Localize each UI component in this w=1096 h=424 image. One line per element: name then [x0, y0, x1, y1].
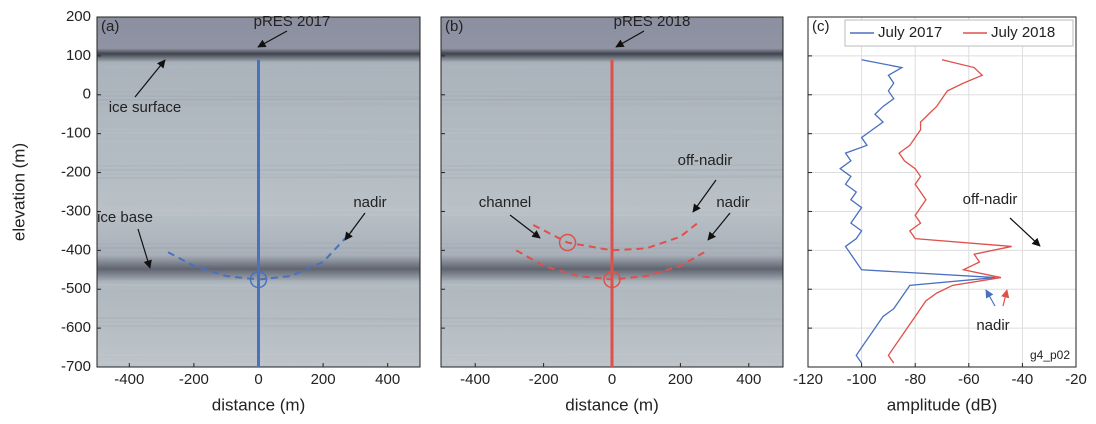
annotation-arrow: [509, 214, 541, 239]
y-tick-label: -300: [61, 202, 91, 219]
y-tick-label: -200: [61, 164, 91, 181]
y-tick-label: -400: [61, 241, 91, 258]
annotation-arrow: [134, 59, 166, 98]
legend-label: July 2017: [878, 24, 942, 41]
amplitude-profile: [839, 59, 996, 364]
panel-label: (a): [101, 18, 119, 35]
y-tick-label: 200: [66, 8, 91, 25]
annotation: ice surface: [109, 99, 182, 116]
x-tick-label: -120: [793, 371, 823, 388]
x-tick-label: -200: [179, 371, 209, 388]
annotation: ice base: [97, 209, 153, 226]
x-tick-label: -40: [1012, 371, 1034, 388]
x-tick-label: 0: [608, 371, 616, 388]
x-tick-label: 200: [668, 371, 693, 388]
x-tick-label: -20: [1065, 371, 1087, 388]
x-tick-label: 0: [254, 371, 262, 388]
x-axis-label: distance (m): [212, 395, 306, 414]
panel-label: (b): [445, 18, 463, 35]
y-tick-label: -100: [61, 125, 91, 142]
y-tick-label: 0: [83, 86, 91, 103]
x-axis-label: distance (m): [565, 395, 659, 414]
y-tick-label: 100: [66, 47, 91, 64]
hyperbola: [515, 249, 709, 281]
annotation: nadir: [716, 194, 749, 211]
annotation-arrow: [692, 179, 717, 213]
annotation: channel: [479, 194, 532, 211]
annotation-arrow: [1001, 289, 1010, 307]
annotation: pRES 2018: [614, 13, 691, 30]
annotation-arrow: [1009, 217, 1041, 247]
annotation: off-nadir: [963, 191, 1018, 208]
x-tick-label: -400: [114, 371, 144, 388]
x-tick-label: -400: [460, 371, 490, 388]
x-tick-label: -60: [958, 371, 980, 388]
hyperbola: [167, 230, 353, 281]
annotation-arrow: [615, 30, 645, 48]
annotation-arrow: [707, 212, 731, 241]
legend-label: July 2018: [991, 24, 1055, 41]
panel-label: (c): [812, 18, 830, 35]
reflector-marker: [249, 270, 268, 289]
y-axis-label: elevation (m): [9, 143, 28, 241]
plot-frame: [807, 16, 1077, 368]
annotation-arrow: [257, 30, 288, 48]
x-tick-label: 400: [375, 371, 400, 388]
y-tick-label: -600: [61, 319, 91, 336]
annotation: g4_p02: [1030, 348, 1070, 362]
y-tick-label: -500: [61, 280, 91, 297]
annotation: nadir: [353, 194, 386, 211]
reflector-marker: [603, 270, 621, 289]
x-tick-label: -80: [904, 371, 926, 388]
annotation: off-nadir: [678, 152, 733, 169]
annotation: pRES 2017: [254, 13, 331, 30]
x-tick-label: -100: [847, 371, 877, 388]
annotation-arrow: [985, 289, 996, 307]
hyperbola: [532, 222, 699, 252]
annotation: nadir: [976, 317, 1009, 334]
x-tick-label: 400: [736, 371, 761, 388]
annotation-arrow: [344, 212, 366, 241]
reflector-marker: [558, 233, 577, 252]
y-tick-label: -700: [61, 358, 91, 375]
amplitude-profile: [887, 59, 1012, 364]
legend-box: [844, 19, 1074, 47]
x-axis-label: amplitude (dB): [887, 395, 998, 414]
x-tick-label: -200: [529, 371, 559, 388]
annotation-arrow: [137, 228, 152, 269]
x-tick-label: 200: [311, 371, 336, 388]
